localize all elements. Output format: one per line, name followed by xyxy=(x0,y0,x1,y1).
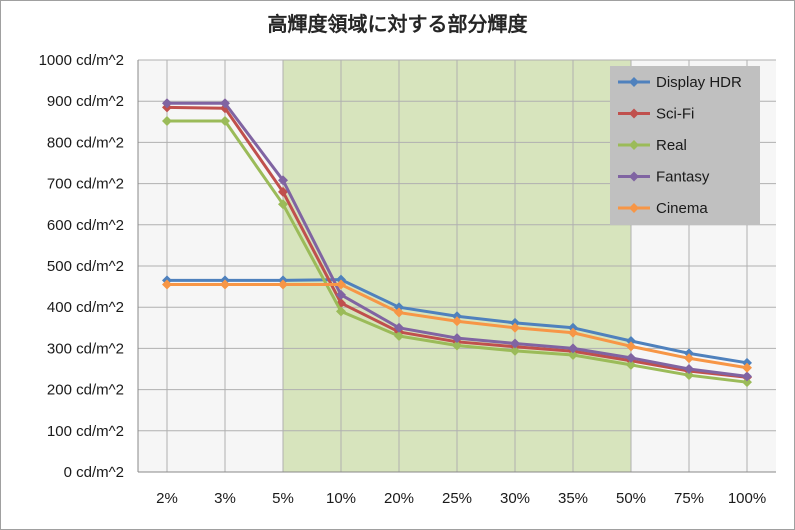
y-tick-label: 500 cd/m^2 xyxy=(47,258,124,275)
data-point-fantasy xyxy=(452,333,462,344)
data-point-cinema xyxy=(684,353,694,364)
y-tick-label: 400 cd/m^2 xyxy=(47,299,124,316)
x-tick-label: 100% xyxy=(728,490,766,507)
data-point-fantasy xyxy=(568,343,578,354)
data-point-real xyxy=(568,349,578,360)
x-tick-label: 25% xyxy=(442,490,472,507)
data-point-fantasy xyxy=(162,98,172,109)
legend-label-real: Real xyxy=(656,137,687,154)
legend-label-cinema: Cinema xyxy=(656,200,708,217)
x-tick-label: 5% xyxy=(272,490,294,507)
x-tick-label: 2% xyxy=(156,490,178,507)
y-tick-label: 900 cd/m^2 xyxy=(47,93,124,110)
data-point-cinema xyxy=(742,362,752,373)
data-point-cinema xyxy=(162,279,172,290)
x-tick-label: 75% xyxy=(674,490,704,507)
data-point-real xyxy=(220,115,230,126)
data-point-cinema xyxy=(336,279,346,290)
y-tick-label: 1000 cd/m^2 xyxy=(39,52,124,69)
x-tick-label: 35% xyxy=(558,490,588,507)
data-point-cinema xyxy=(220,279,230,290)
data-point-fantasy xyxy=(742,371,752,382)
data-point-cinema xyxy=(278,279,288,290)
x-tick-label: 30% xyxy=(500,490,530,507)
data-point-real xyxy=(162,115,172,126)
y-tick-label: 100 cd/m^2 xyxy=(47,423,124,440)
data-point-cinema xyxy=(394,307,404,318)
data-point-real xyxy=(742,377,752,388)
x-tick-label: 3% xyxy=(214,490,236,507)
data-point-fantasy xyxy=(220,98,230,109)
chart-title: 高輝度領域に対する部分輝度 xyxy=(267,12,528,36)
legend-marker-fantasy xyxy=(629,171,639,182)
legend-marker-real xyxy=(629,140,639,150)
data-point-real xyxy=(510,345,520,356)
data-point-fantasy xyxy=(278,175,288,186)
data-point-real xyxy=(336,306,346,317)
data-point-display-hdr xyxy=(626,335,636,346)
legend-marker-cinema xyxy=(629,203,639,213)
y-tick-label: 300 cd/m^2 xyxy=(47,340,124,357)
y-tick-label: 0 cd/m^2 xyxy=(64,464,124,481)
legend-label-display-hdr: Display HDR xyxy=(656,74,742,91)
data-point-real xyxy=(394,331,404,342)
data-point-sci-fi xyxy=(278,186,288,197)
x-tick-label: 50% xyxy=(616,490,646,507)
x-tick-label: 10% xyxy=(326,490,356,507)
legend-marker-display-hdr xyxy=(629,77,639,87)
y-tick-label: 200 cd/m^2 xyxy=(47,382,124,399)
data-point-cinema xyxy=(510,322,520,333)
data-point-cinema xyxy=(568,327,578,338)
data-point-fantasy xyxy=(336,289,346,300)
legend-label-sci-fi: Sci-Fi xyxy=(656,106,694,123)
data-point-fantasy xyxy=(626,352,636,363)
data-point-real xyxy=(278,199,288,210)
x-tick-label: 20% xyxy=(384,490,414,507)
data-point-cinema xyxy=(452,316,462,327)
data-point-fantasy xyxy=(684,364,694,374)
legend-marker-sci-fi xyxy=(629,108,639,119)
y-tick-label: 800 cd/m^2 xyxy=(47,134,124,151)
legend-label-fantasy: Fantasy xyxy=(656,169,710,186)
data-point-fantasy xyxy=(510,338,520,349)
y-tick-label: 700 cd/m^2 xyxy=(47,176,124,193)
y-tick-label: 600 cd/m^2 xyxy=(47,217,124,234)
data-point-fantasy xyxy=(394,322,404,333)
data-point-cinema xyxy=(626,341,636,352)
data-point-real xyxy=(684,370,694,381)
data-point-real xyxy=(452,340,462,351)
data-point-real xyxy=(626,359,636,370)
